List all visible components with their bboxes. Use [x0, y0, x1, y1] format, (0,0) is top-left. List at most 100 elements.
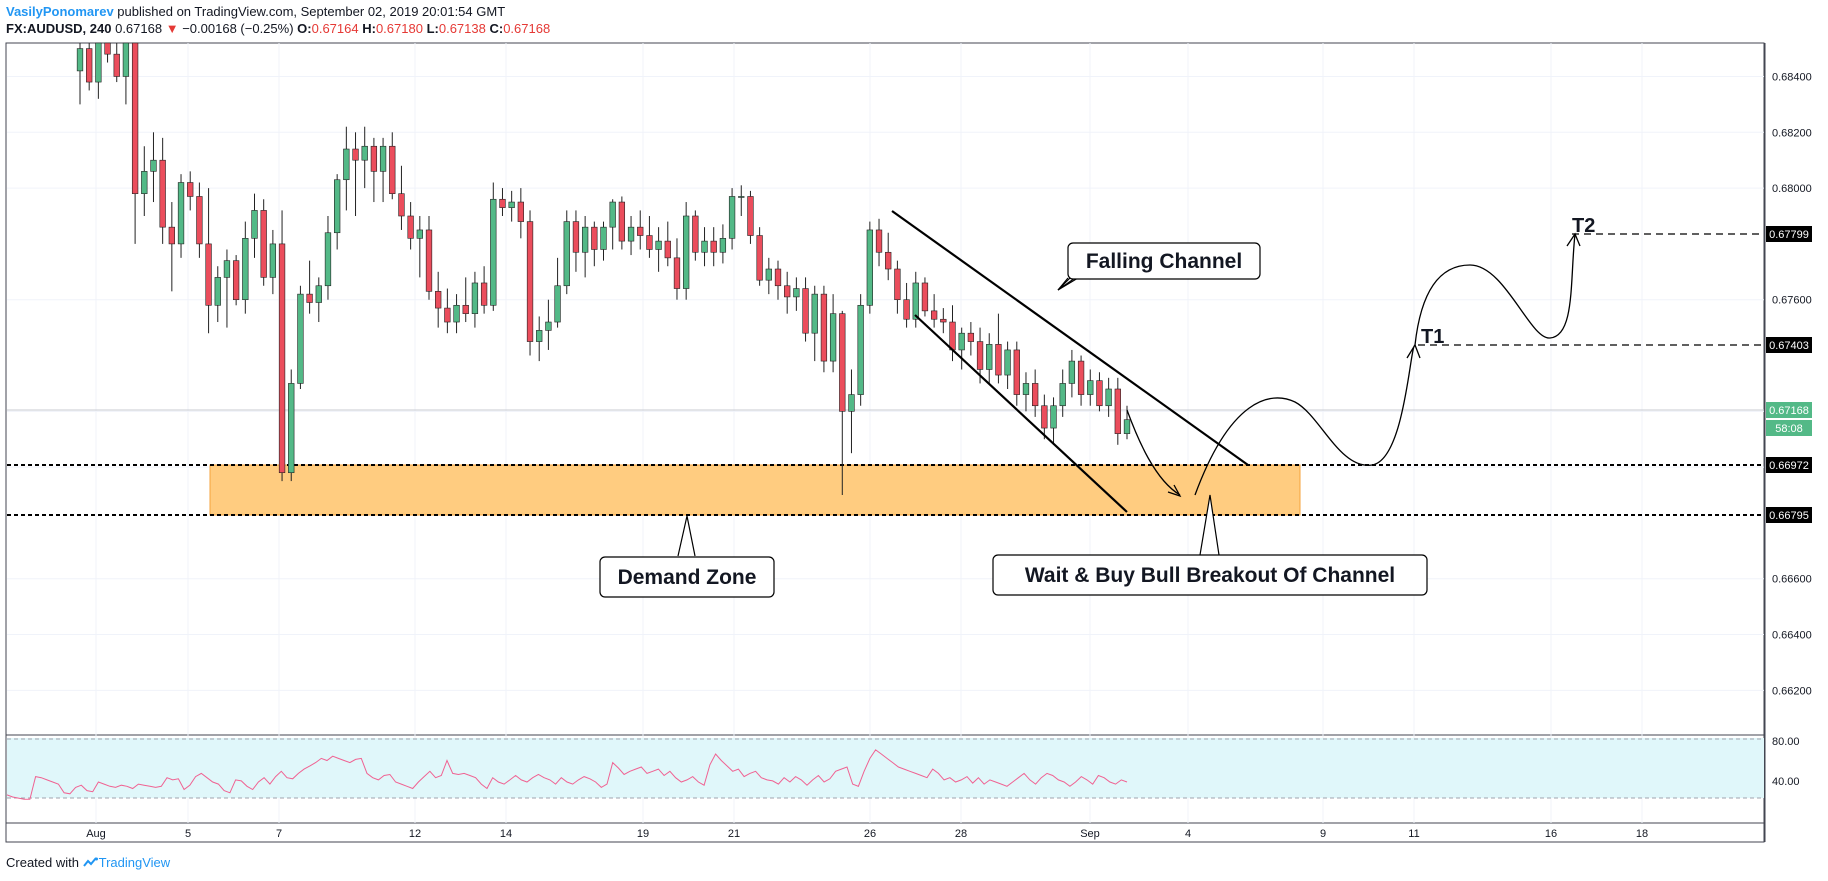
- candle: [269, 229, 277, 295]
- candle: [196, 182, 203, 258]
- candle: [1059, 369, 1066, 417]
- candle-body: [444, 307, 451, 323]
- time-tick-label: 21: [728, 828, 740, 840]
- candle: [444, 288, 451, 334]
- candle-body: [159, 159, 166, 228]
- candle-body: [784, 285, 791, 298]
- pullback-arrow-path[interactable]: [1126, 409, 1181, 496]
- open-value: 0.67164: [311, 21, 359, 36]
- candle: [1087, 369, 1094, 406]
- tradingview-brand-link[interactable]: TradingView: [98, 855, 171, 870]
- candle-body: [949, 321, 956, 351]
- candle: [692, 210, 699, 261]
- symbol-label[interactable]: FX:AUDUSD, 240: [6, 21, 112, 36]
- countdown-badge: 58:08: [1766, 420, 1812, 436]
- candle: [435, 271, 442, 328]
- demand-zone-callout[interactable]: Demand Zone: [599, 515, 775, 598]
- t2-arrow-head-icon: [1566, 232, 1581, 247]
- candle-body: [554, 285, 561, 323]
- t2-price-badge: 0.67799: [1766, 226, 1812, 242]
- candle: [214, 266, 221, 323]
- low-label: L:: [426, 21, 439, 36]
- change-value: −0.00168 (−0.25%): [182, 21, 294, 36]
- candle: [1004, 341, 1011, 389]
- falling-channel-callout[interactable]: Falling Channel: [1057, 242, 1261, 291]
- buy-note-callout[interactable]: Wait & Buy Bull Breakout Of Channel: [992, 494, 1428, 596]
- candle: [343, 126, 350, 211]
- candle-body: [324, 232, 332, 287]
- last-price: 0.67168: [115, 21, 163, 36]
- candle: [251, 193, 258, 258]
- candle-body: [793, 288, 800, 298]
- candle-body: [1077, 360, 1085, 395]
- time-tick-label: Sep: [1080, 828, 1100, 840]
- candle: [774, 260, 782, 300]
- candle: [242, 221, 249, 314]
- candle-body: [986, 344, 993, 370]
- price-axis[interactable]: 0.68400 0.68200 0.68000 0.67600 0.66600 0.664…: [1772, 71, 1812, 697]
- demand-zone-rect[interactable]: [209, 464, 1301, 516]
- candle: [131, 42, 139, 244]
- candle: [315, 277, 322, 323]
- candle: [232, 255, 240, 306]
- candle-body: [683, 215, 690, 289]
- candle-body: [1004, 349, 1011, 376]
- candle-body: [738, 196, 745, 198]
- time-axis[interactable]: Aug 5 7 12 14 19 21 26 28 Sep 4 9 11 16 18: [86, 828, 1648, 840]
- open-label: O:: [297, 21, 312, 36]
- channel-upper-line[interactable]: [891, 210, 1249, 466]
- candle: [223, 249, 231, 328]
- author-link[interactable]: VasilyPonomarev: [6, 4, 114, 19]
- price-tick-label: 0.68200: [1772, 127, 1812, 139]
- candle-body: [673, 257, 681, 289]
- time-tick-label: 4: [1185, 828, 1191, 840]
- svg-text:0.67403: 0.67403: [1769, 340, 1809, 352]
- channel-lower-line[interactable]: [914, 314, 1128, 513]
- candle: [673, 238, 681, 300]
- price-tick-label: 0.66400: [1772, 630, 1812, 642]
- candle-body: [839, 313, 846, 412]
- candle-body: [471, 282, 479, 314]
- candle: [600, 221, 607, 261]
- candle-body: [453, 304, 460, 323]
- candle: [508, 190, 515, 222]
- price-tick-label: 0.68400: [1772, 71, 1812, 83]
- candle: [1050, 397, 1057, 445]
- candle: [857, 294, 864, 406]
- candle: [719, 224, 727, 264]
- candle: [820, 285, 828, 373]
- candle-body: [903, 299, 910, 320]
- candle: [389, 132, 396, 200]
- candle: [1013, 341, 1020, 406]
- candle: [324, 216, 332, 300]
- candle-body: [618, 201, 626, 242]
- candle: [627, 216, 635, 256]
- candle-body: [563, 221, 570, 287]
- candle-body: [701, 240, 708, 253]
- callout-box: [992, 554, 1428, 596]
- candle-body: [196, 196, 203, 245]
- candle: [609, 199, 616, 250]
- candle-body: [288, 383, 295, 474]
- candle-body: [1096, 380, 1103, 407]
- candle-body: [600, 226, 607, 250]
- candle-body: [407, 215, 414, 239]
- candle-body: [480, 282, 488, 306]
- price-tick-label: 0.67600: [1772, 295, 1812, 307]
- candle-body: [646, 235, 653, 250]
- grid: [7, 43, 1764, 823]
- candle: [930, 294, 938, 328]
- candle-body: [95, 42, 102, 83]
- candle: [995, 313, 1002, 384]
- candle-body: [747, 196, 754, 236]
- callout-pointer-line: [1057, 277, 1079, 291]
- candle: [205, 188, 212, 334]
- candle-body: [168, 226, 175, 245]
- candle: [866, 221, 873, 314]
- time-tick-label: Aug: [86, 828, 106, 840]
- candle-body: [1041, 405, 1048, 429]
- svg-text:0.66795: 0.66795: [1769, 510, 1809, 522]
- t1-price-badge: 0.67403: [1766, 337, 1812, 353]
- candle-body: [774, 268, 782, 287]
